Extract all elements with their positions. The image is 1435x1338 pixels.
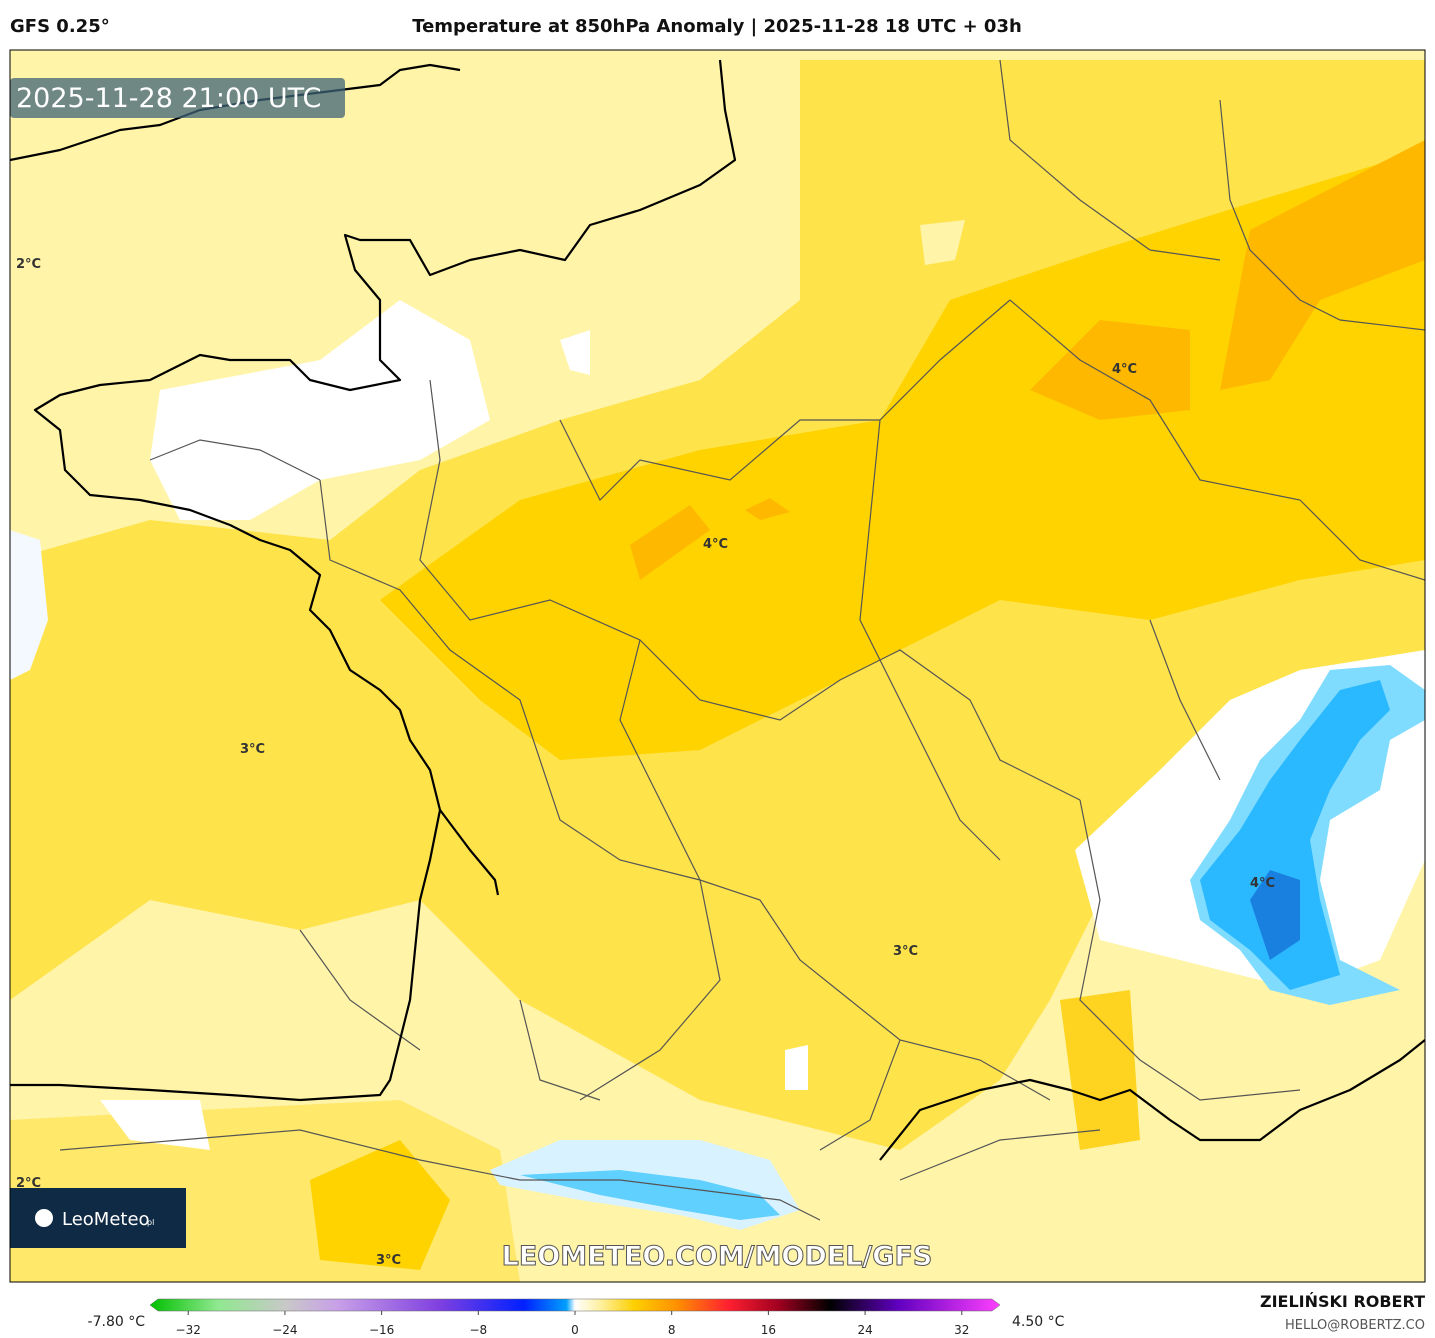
model-label: GFS 0.25° <box>10 16 110 37</box>
logo-suffix: pl <box>147 1218 154 1227</box>
colorbar-tick-label: −8 <box>469 1323 487 1337</box>
colorbar-tick-label: 0 <box>571 1323 579 1337</box>
contour-label: 3°C <box>376 1253 401 1268</box>
contour-label: 4°C <box>703 537 728 552</box>
colorbar-tick-label: −32 <box>176 1323 201 1337</box>
colorbar-min: -7.80 °C <box>88 1314 146 1330</box>
valid-time: 2025-11-28 21:00 UTC <box>16 83 321 114</box>
colorbar-max: 4.50 °C <box>1012 1314 1065 1330</box>
contour-label: 2°C <box>16 1176 41 1191</box>
colorbar-tick-label: 16 <box>761 1323 776 1337</box>
colorbar-tick-label: −24 <box>272 1323 297 1337</box>
contour-label: 3°C <box>893 944 918 959</box>
logo: LeoMeteo <box>62 1209 150 1230</box>
author: ZIELIŃSKI ROBERT <box>1260 1292 1425 1311</box>
contour-label: 4°C <box>1250 876 1275 891</box>
map: 2°C 4°C 4°C 3°C 4°C 3°C 2°C 3°C 2025-11-… <box>10 50 1425 1282</box>
colorbar-tick-label: −16 <box>369 1323 394 1337</box>
title: Temperature at 850hPa Anomaly | 2025-11-… <box>412 16 1022 37</box>
colorbar-tick-label: 8 <box>668 1323 676 1337</box>
colorbar-tick-label: 24 <box>857 1323 872 1337</box>
colorbar: -7.80 °C 4.50 °C −32 −24 −16 −8 0 8 16 24 32 <box>88 1298 1065 1337</box>
contour-label: 2°C <box>16 257 41 272</box>
map-frame <box>9 49 1426 1283</box>
colorbar-tick-label: 32 <box>954 1323 969 1337</box>
contour-label: 4°C <box>1112 362 1137 377</box>
contact: HELLO@ROBERTZ.CO <box>1285 1318 1425 1333</box>
contour-label: 3°C <box>240 742 265 757</box>
watermark: LEOMETEO.COM/MODEL/GFS <box>502 1241 933 1272</box>
